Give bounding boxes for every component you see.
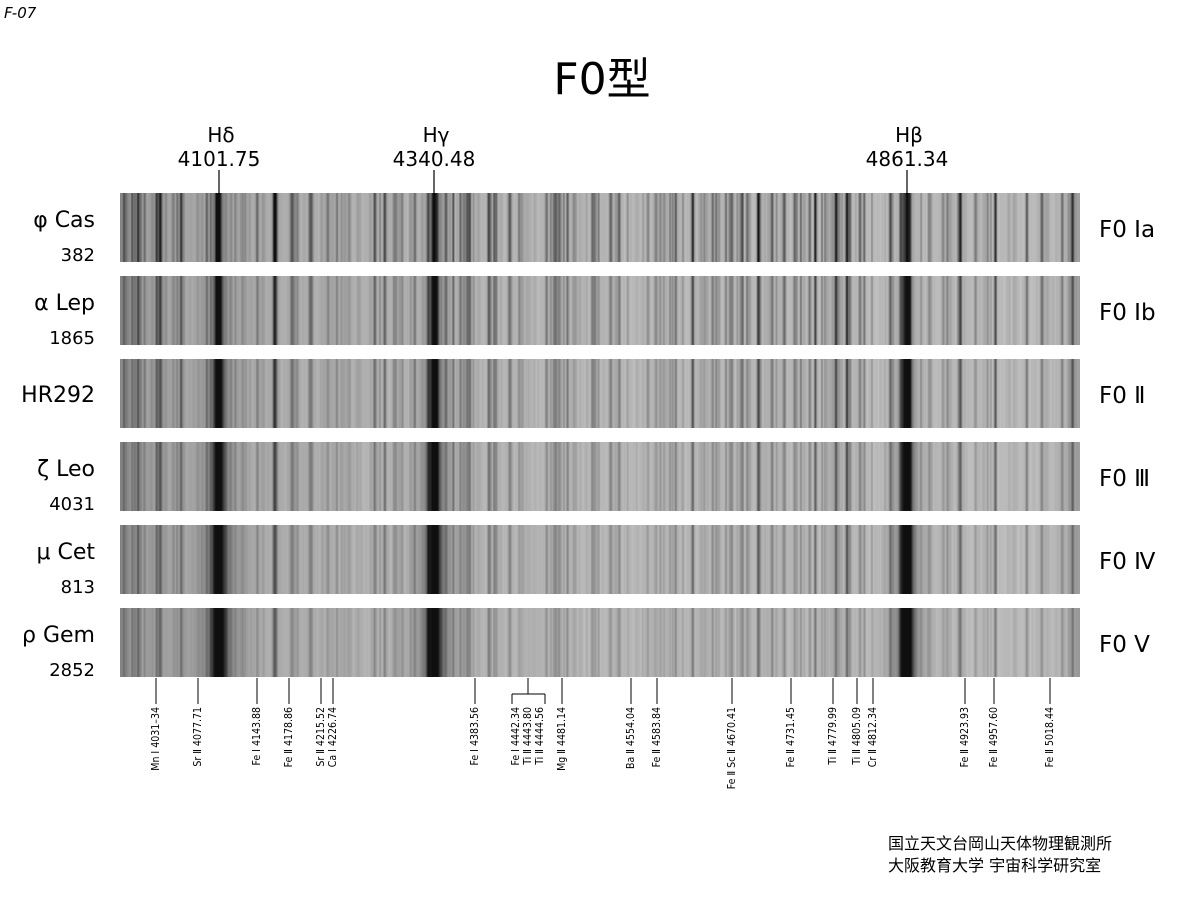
spectrum-atlas-page: F-07 F0型 国立天文台岡山天体物理観測所 大阪教育大学 宇宙科学研究室 H… <box>4 4 1156 875</box>
